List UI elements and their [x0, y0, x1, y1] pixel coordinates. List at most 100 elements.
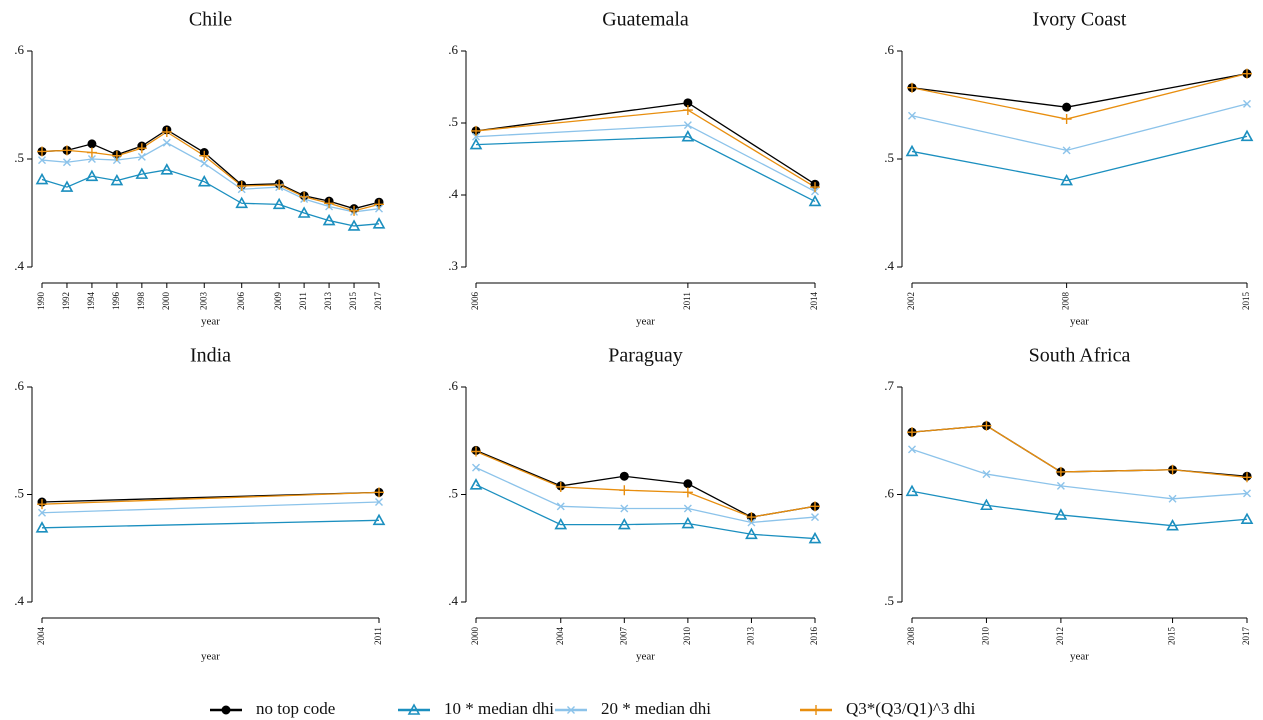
x-tick-label: 2015: [1241, 292, 1251, 311]
x-tick-label: 2000: [161, 292, 171, 311]
series-line: [41, 519, 380, 529]
x-tick-label: 2006: [470, 292, 480, 311]
marker: [469, 137, 483, 150]
y-tick-label: .4: [14, 258, 24, 273]
legend-label: no top code: [256, 699, 335, 718]
x-tick-label: 2014: [809, 292, 819, 311]
series-line: [911, 425, 1248, 478]
x-tick-label: 2013: [323, 292, 333, 311]
x-axis-label: year: [636, 316, 655, 328]
x-tick-label: 2009: [273, 292, 283, 311]
marker: [200, 159, 209, 168]
marker: [62, 158, 71, 167]
x-tick-label: 2008: [906, 627, 916, 646]
marker: [682, 105, 693, 116]
marker: [683, 504, 692, 513]
x-axis-label: year: [636, 651, 655, 663]
legend-label: 20 * median dhi: [601, 699, 711, 718]
x-tick-label: 2015: [1167, 627, 1177, 646]
marker: [745, 527, 758, 540]
y-tick-label: .6: [448, 378, 458, 393]
marker: [60, 180, 74, 192]
marker: [810, 182, 820, 193]
marker: [35, 521, 49, 533]
series-line: [475, 124, 816, 192]
x-tick-label: 2015: [348, 292, 358, 311]
marker: [137, 152, 146, 161]
x-tick-label: 2011: [682, 292, 692, 310]
y-tick-label: .4: [14, 593, 24, 608]
x-tick-label: 2017: [373, 292, 383, 311]
x-tick-label: 2003: [198, 292, 208, 311]
x-axis-label: year: [201, 316, 220, 328]
marker: [1242, 472, 1252, 483]
marker: [620, 504, 629, 513]
y-tick-label: .7: [884, 378, 894, 393]
marker: [1166, 519, 1179, 531]
x-tick-label: 2013: [746, 627, 756, 646]
marker: [297, 206, 311, 218]
y-tick-label: .4: [448, 186, 458, 201]
x-tick-label: 1994: [86, 292, 96, 311]
marker: [349, 205, 360, 216]
y-tick-label: .5: [884, 593, 894, 608]
y-tick-label: .6: [14, 42, 24, 57]
marker: [274, 179, 285, 190]
y-tick-label: .4: [448, 593, 458, 608]
marker: [86, 147, 97, 158]
marker: [1242, 68, 1252, 79]
marker: [472, 463, 480, 472]
x-axis-label: year: [201, 651, 220, 663]
legend-marker: [221, 705, 231, 715]
marker: [681, 130, 695, 142]
marker: [299, 191, 310, 202]
y-tick-label: .3: [448, 258, 458, 273]
series-line: [911, 73, 1248, 120]
legend-marker: [407, 703, 421, 715]
marker: [907, 427, 917, 438]
y-tick-label: .5: [448, 114, 458, 129]
marker: [322, 213, 336, 226]
marker: [617, 517, 631, 530]
marker: [980, 498, 993, 511]
marker: [907, 82, 917, 93]
y-tick-label: .6: [884, 485, 894, 500]
marker: [272, 197, 286, 210]
series-line: [475, 467, 816, 524]
marker: [555, 481, 566, 492]
y-tick-label: .6: [884, 42, 894, 57]
series-line: [475, 449, 816, 518]
x-tick-label: 2016: [809, 627, 819, 646]
marker: [347, 219, 361, 231]
marker: [619, 471, 629, 481]
marker: [746, 512, 757, 523]
marker: [1060, 173, 1073, 186]
x-tick-label: 2004: [36, 627, 46, 646]
marker: [1056, 481, 1065, 490]
marker: [197, 175, 211, 187]
panel-title: South Africa: [1029, 345, 1131, 367]
marker: [37, 499, 47, 510]
x-axis-label: year: [1070, 316, 1089, 328]
panel-title: Guatemala: [602, 9, 689, 31]
legend-label: Q3*(Q3/Q1)^3 dhi: [846, 699, 976, 718]
series-line: [911, 425, 1248, 477]
marker: [111, 150, 122, 161]
series-line: [911, 135, 1248, 182]
y-tick-label: .6: [14, 378, 24, 393]
marker: [162, 138, 171, 147]
y-tick-label: .4: [884, 258, 894, 273]
marker: [87, 155, 96, 163]
series-line: [911, 103, 1248, 152]
marker: [908, 111, 916, 120]
legend-label: 10 * median dhi: [444, 699, 554, 718]
marker: [810, 501, 820, 512]
y-tick-label: .6: [448, 42, 458, 57]
marker: [1167, 464, 1178, 475]
marker: [811, 513, 819, 522]
marker: [908, 445, 916, 454]
marker: [38, 156, 46, 165]
marker: [85, 169, 99, 182]
marker: [372, 513, 386, 526]
marker: [374, 199, 384, 210]
